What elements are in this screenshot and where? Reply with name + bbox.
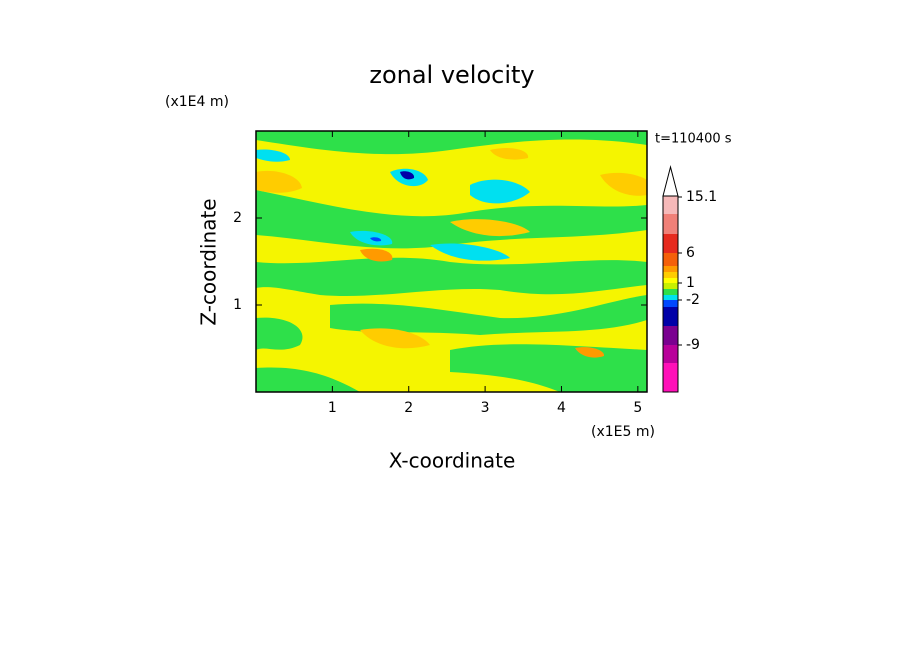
- colorbar-band: [663, 295, 678, 300]
- colorbar-band: [663, 300, 678, 307]
- contour-field: [256, 131, 647, 392]
- x-tick-label: 1: [328, 400, 337, 416]
- colorbar-tick-label: -2: [686, 292, 700, 308]
- chart-title: zonal velocity: [369, 61, 534, 89]
- colorbar-band: [663, 363, 678, 392]
- x-tick-label: 5: [633, 400, 642, 416]
- colorbar-band: [663, 307, 678, 326]
- x-tick-label: 4: [557, 400, 566, 416]
- colorbar-band: [663, 266, 678, 272]
- colorbar-band: [663, 345, 678, 363]
- colorbar-frame: [662, 195, 679, 393]
- x-tick-label: 3: [481, 400, 490, 416]
- colorbar-band: [663, 326, 678, 345]
- x-axis-title: X-coordinate: [389, 449, 516, 473]
- colorbar-tick-label: 1: [686, 275, 695, 291]
- colorbar-band: [663, 278, 678, 283]
- y-unit: (x1E4 m): [165, 94, 229, 110]
- colorbar-band: [663, 234, 678, 253]
- colorbar-band: [663, 253, 678, 266]
- y-axis-title: Z-coordinate: [197, 198, 221, 325]
- colorbar-band: [663, 196, 678, 214]
- y-tick-label: 1: [233, 297, 242, 313]
- colorbar-band: [663, 272, 678, 278]
- time-annotation: t=110400 s: [655, 132, 732, 147]
- x-unit: (x1E5 m): [591, 424, 655, 440]
- plot-frame: [255, 130, 648, 393]
- colorbar-extension: [662, 165, 679, 197]
- colorbar-band: [663, 283, 678, 289]
- colorbar-band: [663, 214, 678, 234]
- x-tick-label: 2: [404, 400, 413, 416]
- y-tick-label: 2: [233, 210, 242, 226]
- colorbar-tick-label: -9: [686, 337, 700, 353]
- colorbar-band: [663, 289, 678, 295]
- colorbar-tick-label: 6: [686, 245, 695, 261]
- colorbar-tick-label: 15.1: [686, 189, 717, 205]
